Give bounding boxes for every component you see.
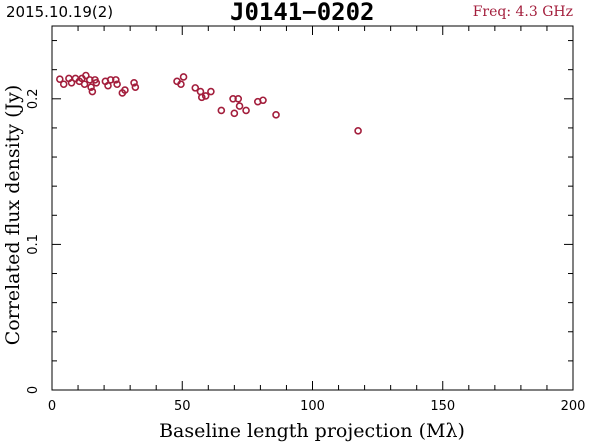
data-point xyxy=(67,78,76,87)
data-point xyxy=(56,75,64,83)
data-point xyxy=(197,93,206,102)
data-point xyxy=(272,111,280,119)
chart-title: J0141−0202 xyxy=(230,0,375,26)
x-tick-label: 0 xyxy=(48,399,56,414)
data-point xyxy=(354,127,362,135)
x-tick-label: 200 xyxy=(561,399,586,414)
plot-frame xyxy=(51,25,574,391)
data-point xyxy=(113,80,121,89)
data-point xyxy=(177,80,185,89)
data-point xyxy=(59,80,68,89)
axes xyxy=(51,25,574,391)
y-tick-label: 0 xyxy=(26,386,41,394)
data-point xyxy=(87,83,95,91)
y-tick-label: 0.1 xyxy=(26,234,41,255)
data-point xyxy=(88,87,97,96)
y-tick-label: 0.2 xyxy=(26,88,41,109)
data-point xyxy=(217,106,226,115)
data-point xyxy=(179,73,188,81)
data-point xyxy=(104,81,112,90)
data-point xyxy=(130,78,138,87)
data-point xyxy=(235,102,244,110)
observation-date: 2015.10.19(2) xyxy=(6,3,114,21)
data-point xyxy=(230,109,239,118)
data-point xyxy=(207,87,215,96)
data-point xyxy=(112,76,120,84)
data-point xyxy=(201,92,210,100)
x-tick-label: 150 xyxy=(430,399,455,414)
tick-labels: 0 50 100 150 200 0 0.1 0.2 xyxy=(26,88,585,414)
x-axis-title: Baseline length projection (Mλ) xyxy=(159,420,465,442)
data-point xyxy=(80,80,89,89)
frequency-label: Freq: 4.3 GHz xyxy=(472,4,573,20)
y-axis-title: Correlated flux density (Jy) xyxy=(2,85,24,346)
x-tick-label: 100 xyxy=(300,399,325,414)
ticks xyxy=(51,26,574,391)
data-points xyxy=(56,71,362,135)
data-point xyxy=(82,71,90,80)
data-point xyxy=(131,83,140,91)
data-point xyxy=(242,106,250,115)
data-point xyxy=(121,86,129,94)
data-point xyxy=(259,96,267,105)
x-tick-label: 50 xyxy=(174,399,191,414)
data-point xyxy=(92,78,101,87)
data-point xyxy=(234,95,243,103)
data-point xyxy=(191,84,200,92)
data-point xyxy=(196,87,205,96)
